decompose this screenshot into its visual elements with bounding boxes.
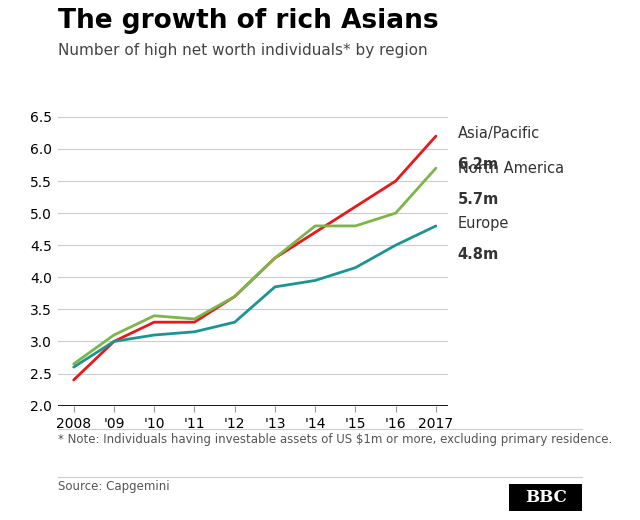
Text: 4.8m: 4.8m: [458, 246, 499, 262]
Text: Source: Capgemini: Source: Capgemini: [58, 480, 169, 493]
Text: BBC: BBC: [525, 489, 566, 505]
Text: * Note: Individuals having investable assets of US $1m or more, excluding primar: * Note: Individuals having investable as…: [58, 433, 612, 446]
Text: North America: North America: [458, 161, 564, 176]
Text: Europe: Europe: [458, 216, 509, 231]
Text: 5.7m: 5.7m: [458, 192, 499, 207]
Text: The growth of rich Asians: The growth of rich Asians: [58, 8, 438, 34]
Text: Asia/Pacific: Asia/Pacific: [458, 126, 540, 141]
Text: 6.2m: 6.2m: [458, 157, 499, 172]
Text: Number of high net worth individuals* by region: Number of high net worth individuals* by…: [58, 43, 428, 58]
